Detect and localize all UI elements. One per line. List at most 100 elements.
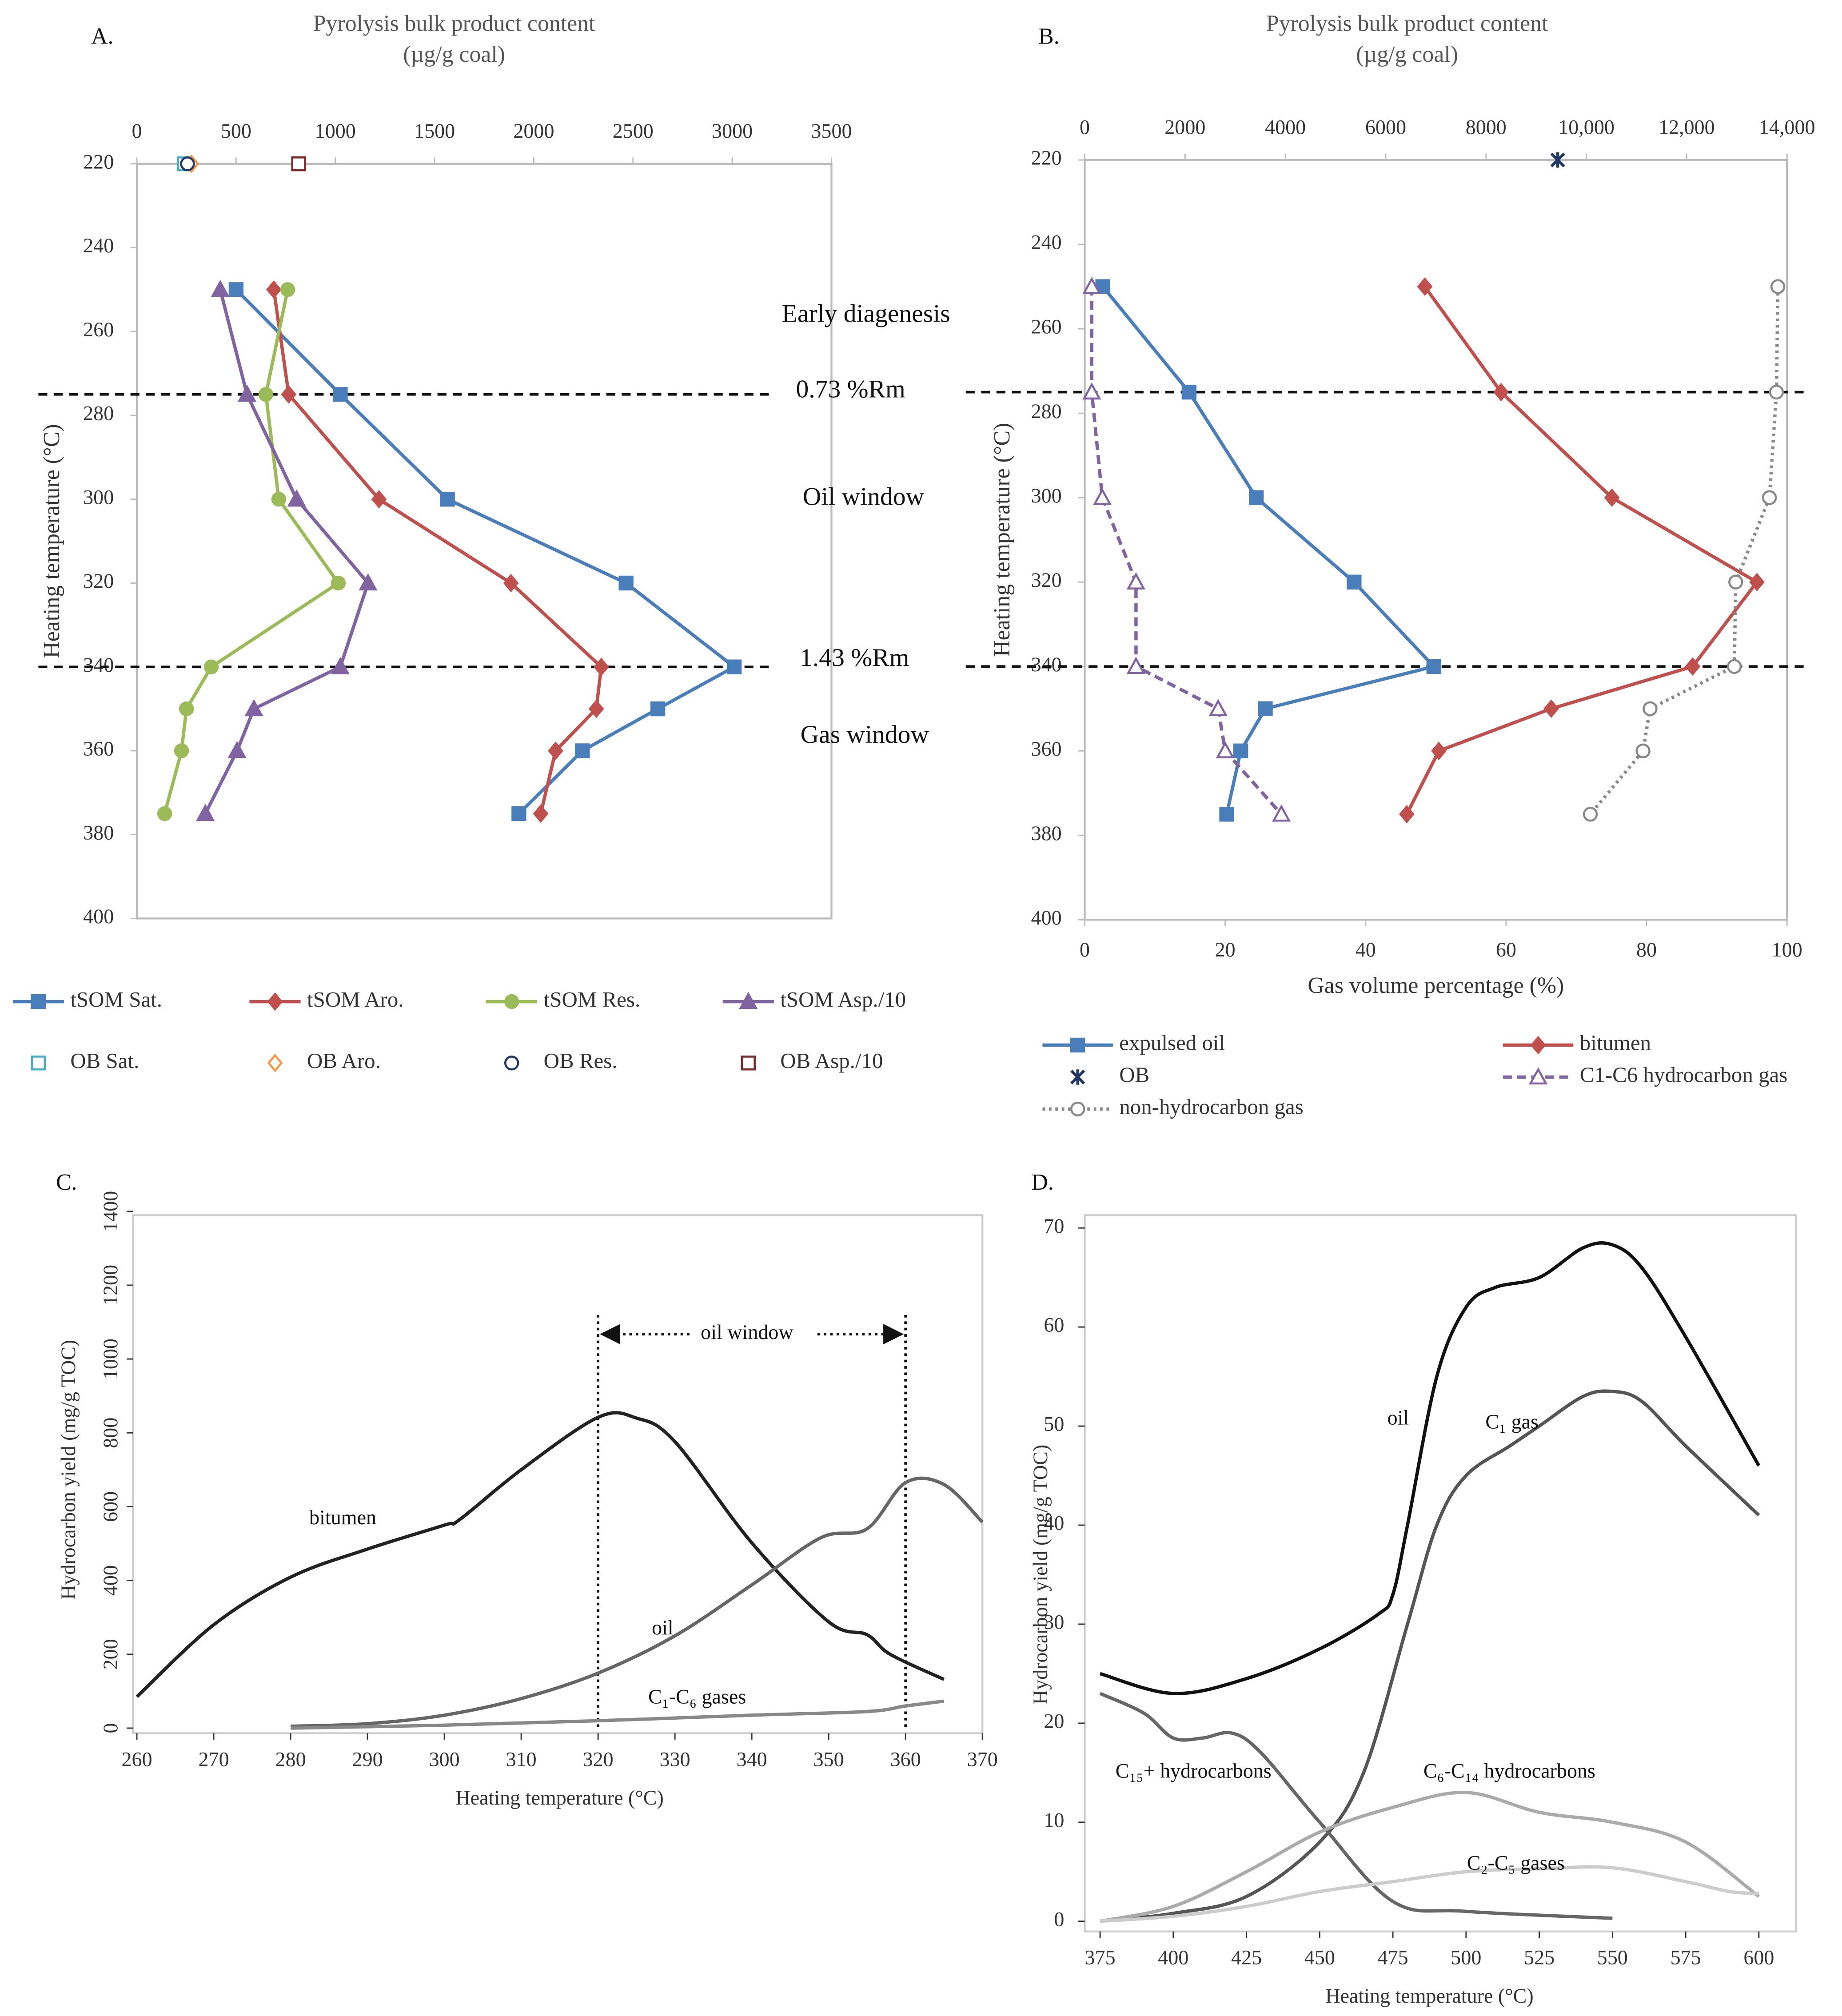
x-tick-label: 500	[221, 120, 251, 142]
y-tick-label: 1200	[99, 1265, 122, 1306]
series-line	[1100, 1389, 1760, 1923]
marker	[258, 387, 274, 402]
x-tick-label: 290	[352, 1748, 383, 1770]
series-line	[203, 289, 370, 815]
x2-tick-label: 60	[1496, 938, 1516, 961]
legend-marker	[31, 1056, 46, 1071]
marker	[1431, 741, 1447, 761]
marker	[244, 699, 263, 717]
panel-label: C.	[56, 1170, 77, 1195]
plot-frame	[136, 163, 833, 920]
x-tick-label: 350	[813, 1748, 844, 1770]
legend-marker	[1070, 1069, 1085, 1085]
y-tick-label: 240	[83, 234, 114, 257]
x-tick-label: 3000	[712, 120, 753, 142]
x2-tick-label: 20	[1215, 938, 1236, 961]
marker	[588, 699, 604, 718]
marker	[174, 743, 189, 758]
marker	[1728, 574, 1743, 590]
x2-tick-label: 80	[1636, 938, 1657, 961]
marker	[503, 574, 519, 593]
y-tick-label: 320	[1031, 569, 1062, 591]
x-tick-label: 12,000	[1659, 116, 1715, 139]
annotation: 0.73 %Rm	[796, 375, 905, 403]
marker	[1604, 488, 1620, 507]
y-tick-label: 10	[1044, 1809, 1064, 1831]
marker	[575, 743, 590, 758]
x-tick-label: 300	[429, 1748, 460, 1770]
x-tick-label: 330	[660, 1748, 690, 1770]
series-line	[1090, 287, 1283, 816]
chart-subtitle: (µg/g coal)	[1356, 42, 1458, 67]
y-tick-label: 260	[83, 318, 114, 341]
x-tick-label: 1000	[315, 120, 356, 142]
y-tick-label: 1400	[99, 1191, 122, 1232]
legend-label: non-hydrocarbon gas	[1119, 1095, 1304, 1119]
x-axis-title: Heating temperature (°C)	[1325, 1984, 1533, 2007]
legend-marker	[1529, 1067, 1548, 1085]
curve-label: C₁ gas	[1485, 1410, 1539, 1433]
legend-label: C1-C6 hydrocarbon gas	[1580, 1063, 1788, 1087]
marker	[157, 806, 172, 821]
series-line	[1100, 1791, 1760, 1923]
legend-marker	[1070, 1037, 1085, 1053]
marker	[1233, 743, 1248, 758]
y-tick-label: 400	[83, 905, 114, 928]
marker	[548, 741, 563, 760]
marker	[1082, 382, 1101, 400]
plot-frame	[1084, 1214, 1797, 1932]
marker	[331, 575, 346, 591]
series-line	[1099, 1692, 1613, 1920]
y-tick-label: 200	[99, 1639, 122, 1669]
series-line	[235, 288, 738, 815]
y-axis-title: Hydrocarbon yield (mg/g TOC)	[1029, 1445, 1052, 1705]
y-tick-label: 50	[1044, 1413, 1064, 1435]
y-axis-title: Heating temperature (°C)	[989, 423, 1015, 657]
legend-marker	[739, 992, 758, 1009]
marker	[1181, 384, 1197, 400]
y-tick-label: 220	[1031, 147, 1062, 169]
series-line	[1405, 285, 1759, 815]
x-tick-label: 14,000	[1759, 116, 1815, 139]
y-tick-label: 220	[83, 150, 114, 173]
marker	[228, 282, 244, 297]
marker	[371, 490, 387, 509]
plot-frame	[1084, 159, 1788, 921]
legend-label: tSOM Asp./10	[780, 987, 906, 1012]
y-tick-label: 300	[83, 486, 114, 508]
x-tick-label: 400	[1158, 1946, 1188, 1969]
x-tick-label: 1500	[414, 120, 455, 142]
marker	[1248, 490, 1264, 505]
y-tick-label: 600	[99, 1491, 122, 1522]
x2-tick-label: 100	[1772, 938, 1802, 961]
x-tick-label: 6000	[1365, 116, 1406, 139]
y-tick-label: 340	[1031, 653, 1062, 676]
x-tick-label: 310	[506, 1748, 537, 1770]
marker	[1347, 574, 1362, 590]
marker	[266, 280, 282, 299]
y-tick-label: 280	[1031, 400, 1062, 422]
x-tick-label: 3500	[811, 120, 852, 142]
marker	[1635, 743, 1651, 758]
legend-label: OB Res.	[544, 1048, 618, 1073]
marker	[1126, 657, 1146, 674]
legend-marker	[267, 992, 283, 1011]
x-tick-label: 0	[1080, 116, 1090, 139]
marker	[271, 492, 287, 507]
marker	[211, 279, 230, 297]
annotation: 1.43 %Rm	[800, 644, 909, 672]
x-tick-label: 600	[1743, 1946, 1774, 1969]
legend-marker	[741, 1056, 756, 1071]
x2-axis-title: Gas volume percentage (%)	[1308, 973, 1564, 998]
marker	[1216, 741, 1235, 758]
curve-label: oil	[1387, 1406, 1409, 1429]
legend-marker	[1530, 1036, 1546, 1055]
y-tick-label: 360	[1031, 737, 1062, 760]
x-tick-label: 4000	[1265, 116, 1306, 139]
legend-label: OB Aro.	[307, 1048, 381, 1073]
marker	[618, 575, 634, 591]
marker	[333, 387, 348, 402]
legend-label: OB Asp./10	[780, 1048, 883, 1073]
marker	[1769, 384, 1784, 400]
x-tick-label: 360	[890, 1748, 921, 1770]
